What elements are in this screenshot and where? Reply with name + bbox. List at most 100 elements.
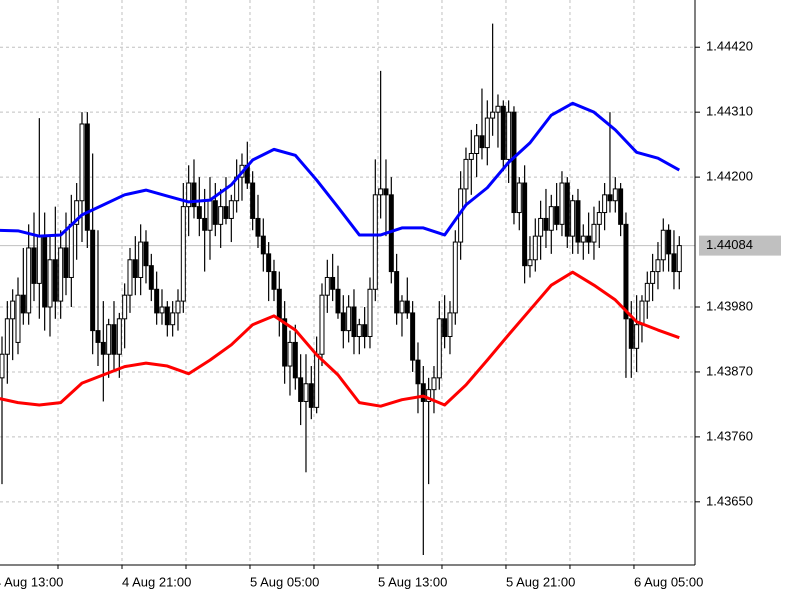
candle-body bbox=[404, 300, 410, 314]
candle-body bbox=[266, 253, 272, 273]
candle-body bbox=[655, 259, 661, 273]
candle-body bbox=[95, 330, 101, 343]
x-tick-label: 5 Aug 21:00 bbox=[506, 574, 575, 589]
x-tick-label: 4 Aug 21:00 bbox=[122, 574, 191, 589]
candle-body bbox=[564, 182, 570, 237]
candle-body bbox=[634, 324, 640, 349]
candle-body bbox=[356, 324, 362, 338]
candle-body bbox=[559, 182, 565, 225]
candle-body bbox=[207, 200, 213, 231]
candle-body bbox=[570, 200, 576, 237]
candle-body bbox=[84, 123, 90, 231]
y-tick-label: 1.43980 bbox=[706, 298, 753, 313]
candle-body bbox=[420, 383, 426, 402]
candle-body bbox=[484, 117, 490, 149]
candle-body bbox=[628, 318, 634, 349]
candle-body bbox=[148, 265, 154, 290]
candle-body bbox=[287, 341, 293, 367]
candle-body bbox=[532, 235, 538, 261]
candle-body bbox=[36, 235, 42, 284]
candle-body bbox=[426, 389, 432, 402]
candle-body bbox=[591, 223, 597, 243]
candle-body bbox=[10, 300, 16, 320]
band-line bbox=[0, 270, 680, 408]
x-tick-label: 5 Aug 13:00 bbox=[378, 574, 447, 589]
candle-body bbox=[500, 105, 506, 160]
candle-body bbox=[90, 229, 96, 332]
candle-body bbox=[479, 135, 485, 149]
candle-body bbox=[580, 235, 586, 243]
candle-body bbox=[250, 182, 256, 219]
candle-body bbox=[79, 123, 85, 202]
candle-body bbox=[106, 324, 112, 355]
candle-body bbox=[538, 217, 544, 237]
y-tick-label: 1.43870 bbox=[706, 363, 753, 378]
candle-body bbox=[282, 318, 288, 367]
candle-body bbox=[143, 241, 149, 267]
candle-body bbox=[202, 217, 208, 231]
candle-body bbox=[372, 194, 378, 290]
candle-body bbox=[543, 217, 549, 231]
candle-body bbox=[260, 235, 266, 255]
candle-body bbox=[612, 188, 618, 202]
candle-body bbox=[100, 341, 106, 355]
candle-body bbox=[660, 229, 666, 261]
candle-body bbox=[442, 318, 448, 338]
candle-body bbox=[602, 194, 608, 214]
candle-body bbox=[26, 247, 32, 314]
candle-body bbox=[431, 377, 437, 391]
candle-body bbox=[394, 271, 400, 314]
candle-body bbox=[255, 217, 261, 237]
candle-body bbox=[548, 206, 554, 231]
candle-body bbox=[180, 206, 186, 302]
candle-body bbox=[314, 353, 320, 408]
candle-body bbox=[554, 206, 560, 225]
candle-body bbox=[58, 247, 64, 302]
candle-body bbox=[228, 200, 234, 219]
candle-body bbox=[506, 111, 512, 160]
candle-body bbox=[303, 383, 309, 402]
candle-body bbox=[271, 271, 277, 290]
candle-body bbox=[474, 135, 480, 155]
candle-body bbox=[623, 223, 629, 320]
candle-body bbox=[490, 111, 496, 119]
candle-body bbox=[159, 306, 165, 314]
last-price-box bbox=[699, 235, 781, 256]
candle-body bbox=[575, 200, 581, 243]
candle-body bbox=[223, 206, 229, 219]
candle-body bbox=[644, 282, 650, 302]
candle-body bbox=[362, 324, 368, 338]
candle-body bbox=[186, 182, 192, 208]
candle-body bbox=[68, 223, 74, 278]
candle-body bbox=[47, 259, 53, 308]
candle-body bbox=[516, 182, 522, 214]
candle-body bbox=[495, 105, 501, 113]
candle-body bbox=[111, 324, 117, 355]
y-tick-label: 1.44310 bbox=[706, 104, 753, 119]
candle-body bbox=[191, 182, 197, 208]
candle-body bbox=[74, 200, 80, 225]
y-tick-label: 1.43650 bbox=[706, 493, 753, 508]
candle-body bbox=[196, 206, 202, 219]
candle-body bbox=[52, 259, 58, 302]
candle-body bbox=[452, 241, 458, 314]
candle-body bbox=[639, 300, 645, 326]
candle-body bbox=[468, 153, 474, 160]
candle-body bbox=[671, 253, 677, 273]
candle-body bbox=[0, 353, 5, 379]
candle-body bbox=[122, 294, 128, 320]
candle-body bbox=[218, 206, 224, 225]
candle-body bbox=[330, 276, 336, 290]
y-tick-label: 1.43760 bbox=[706, 428, 753, 443]
candle-body bbox=[346, 306, 352, 332]
candle-body bbox=[324, 276, 330, 296]
candle-body bbox=[415, 359, 421, 385]
candle-body bbox=[31, 247, 37, 284]
candle-body bbox=[463, 158, 469, 190]
candle-body bbox=[212, 200, 218, 225]
candle-body bbox=[378, 188, 384, 196]
last-price-label: 1.44084 bbox=[706, 237, 753, 252]
candle-body bbox=[42, 235, 48, 308]
